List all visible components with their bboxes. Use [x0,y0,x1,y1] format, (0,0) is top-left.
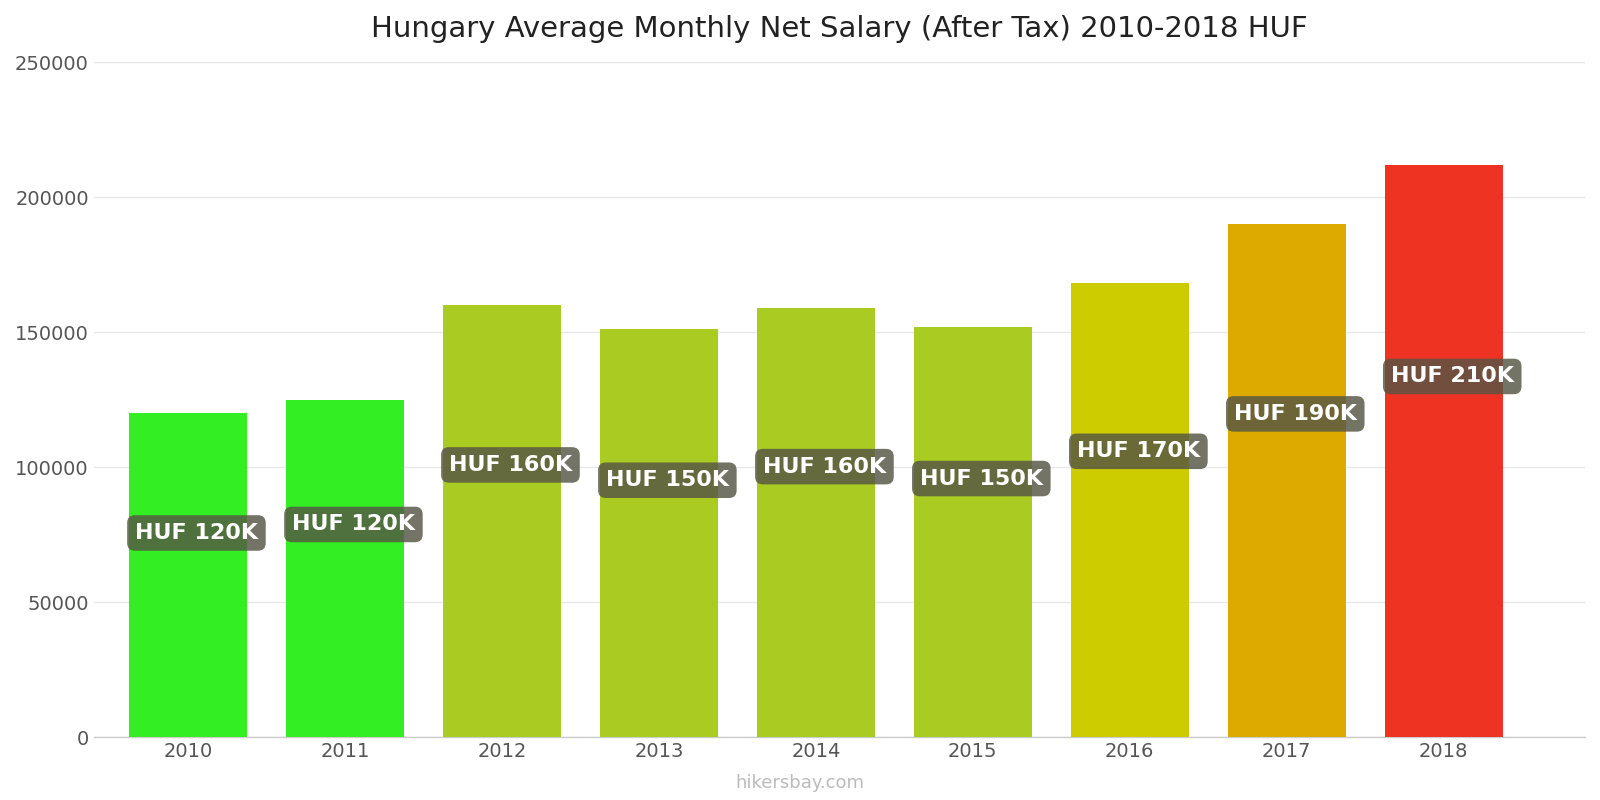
Text: HUF 210K: HUF 210K [1390,366,1514,386]
Text: HUF 120K: HUF 120K [134,523,258,543]
Bar [1070,283,1189,737]
Text: HUF 190K: HUF 190K [1234,404,1357,424]
Text: HUF 150K: HUF 150K [920,469,1043,489]
Bar [1227,224,1346,737]
Text: HUF 120K: HUF 120K [291,514,414,534]
Bar [600,330,718,737]
Text: HUF 170K: HUF 170K [1077,442,1200,462]
Bar [286,399,403,737]
Bar [443,305,560,737]
Text: HUF 160K: HUF 160K [450,455,573,475]
Title: Hungary Average Monthly Net Salary (After Tax) 2010-2018 HUF: Hungary Average Monthly Net Salary (Afte… [371,15,1307,43]
Bar [757,308,875,737]
Bar [914,326,1032,737]
Text: HUF 150K: HUF 150K [606,470,730,490]
Text: HUF 160K: HUF 160K [763,457,886,477]
Text: hikersbay.com: hikersbay.com [736,774,864,792]
Bar [130,413,246,737]
Bar [1386,165,1502,737]
